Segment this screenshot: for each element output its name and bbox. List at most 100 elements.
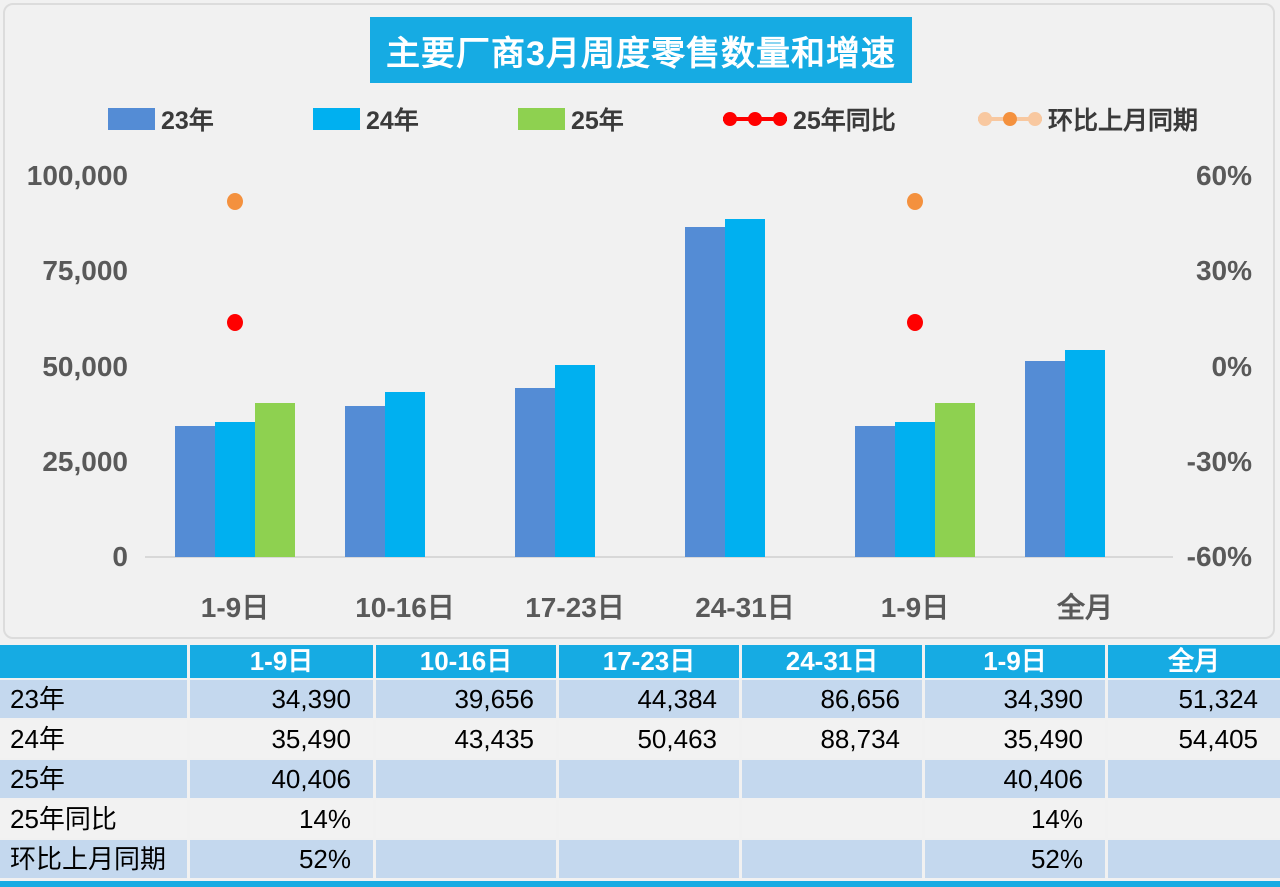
bar-23年-17-23日: [515, 387, 555, 557]
table-cell: 54,405: [1108, 720, 1280, 758]
table-cell: 34,390: [925, 680, 1105, 718]
data-table: 1-9日 10-16日 17-23日 24-31日 1-9日 全月 23年 34,390 39,…: [0, 645, 1280, 887]
scatter-dot-25年同比: [907, 314, 923, 332]
bar-25年-1-9日: [935, 403, 975, 557]
table-row-label: 25年同比: [0, 800, 187, 838]
right-axis-tick-label: 0%: [1211, 350, 1252, 382]
table-cell: 51,324: [1108, 680, 1280, 718]
table-cell: 35,490: [925, 720, 1105, 758]
y-axis-tick-label: 75,000: [42, 255, 128, 287]
chart-title: 主要厂商3月周度零售数量和增速: [370, 17, 912, 83]
table-cell: [1108, 800, 1280, 838]
table-header-cell: [0, 645, 187, 678]
table-row: 25年 40,406 40,406: [0, 760, 1280, 798]
table-row-label: 25年: [0, 760, 187, 798]
table-row: 23年 34,390 39,656 44,384 86,656 34,390 51,324: [0, 680, 1280, 718]
x-axis-category-label: 10-16日: [355, 592, 455, 623]
legend-line-dots-icon: [723, 103, 787, 135]
table-cell: [376, 800, 556, 838]
table-cell: 35,490: [190, 720, 373, 758]
x-axis-category-label: 24-31日: [695, 592, 795, 623]
legend-item-1: 23年: [108, 103, 214, 135]
table-cell: [1108, 840, 1280, 878]
bar-23年-10-16日: [345, 405, 385, 557]
table-cell: 50,463: [559, 720, 739, 758]
table-header-row: 1-9日 10-16日 17-23日 24-31日 1-9日 全月: [0, 645, 1280, 678]
table-cell: [376, 760, 556, 798]
table-header-cell: 24-31日: [742, 645, 922, 678]
table-cell: 52%: [925, 840, 1105, 878]
table-header-cell: 1-9日: [925, 645, 1105, 678]
table-cell: [742, 840, 922, 878]
table-row: 24年 35,490 43,435 50,463 88,734 35,490 54,405: [0, 720, 1280, 758]
legend-item-2: 24年: [313, 103, 419, 135]
table-row-label: 环比上月同期: [0, 840, 187, 878]
bar-24年-全月: [1065, 349, 1105, 557]
legend-dot: [1003, 112, 1017, 126]
bar-23年-24-31日: [685, 226, 725, 557]
legend-item-3: 25年: [518, 103, 624, 135]
bar-23年-1-9日: [855, 425, 895, 557]
table-cell: 39,656: [376, 680, 556, 718]
legend-dot: [1028, 112, 1042, 126]
table-cell: 88,734: [742, 720, 922, 758]
table-cell: 34,390: [190, 680, 373, 718]
legend-dot: [978, 112, 992, 126]
legend-label: 23年: [161, 107, 214, 135]
table-cell: [559, 760, 739, 798]
right-axis-tick-label: -60%: [1186, 541, 1252, 572]
table-row-label: 23年: [0, 680, 187, 718]
table-cell: 40,406: [925, 760, 1105, 798]
table-cell: 43,435: [376, 720, 556, 758]
table-row: 25年同比 14% 14%: [0, 800, 1280, 838]
table-bottom-strip: [0, 881, 1280, 887]
legend-line-dots-icon: [978, 103, 1042, 135]
y-axis-tick-label: 0: [112, 541, 128, 572]
x-axis-category-label: 1-9日: [200, 592, 270, 623]
legend-label: 25年: [571, 107, 624, 135]
table-cell: 14%: [925, 800, 1105, 838]
bar-24年-10-16日: [385, 391, 425, 557]
table-row: 环比上月同期 52% 52%: [0, 840, 1280, 878]
x-axis-category-label: 全月: [1056, 592, 1113, 623]
table-cell: [742, 760, 922, 798]
table-cell: [1108, 760, 1280, 798]
y-axis-tick-label: 25,000: [42, 445, 128, 477]
x-axis-line: [145, 556, 1173, 558]
table-cell: 44,384: [559, 680, 739, 718]
bar-24年-24-31日: [725, 218, 765, 557]
bar-23年-1-9日: [175, 425, 215, 557]
right-axis-tick-label: 30%: [1195, 255, 1252, 287]
legend-item-5: 环比上月同期: [978, 103, 1198, 135]
table-cell: [559, 840, 739, 878]
table-cell: 86,656: [742, 680, 922, 718]
legend-dot: [748, 112, 762, 126]
bar-23年-全月: [1025, 361, 1065, 557]
table-cell: 52%: [190, 840, 373, 878]
right-axis-tick-label: -30%: [1186, 445, 1252, 477]
table-cell: [376, 840, 556, 878]
bar-24年-1-9日: [215, 421, 255, 557]
table-row-label: 24年: [0, 720, 187, 758]
x-axis-category-label: 1-9日: [880, 592, 950, 623]
legend-swatch-icon: [518, 108, 565, 130]
legend-dot: [723, 112, 737, 126]
table-header-cell: 1-9日: [190, 645, 373, 678]
table-cell: [742, 800, 922, 838]
right-axis-tick-label: 60%: [1195, 160, 1252, 191]
table-header-cell: 10-16日: [376, 645, 556, 678]
scatter-dot-环比上月同期: [907, 193, 923, 211]
table-cell: [559, 800, 739, 838]
bar-24年-1-9日: [895, 421, 935, 557]
table-header-cell: 全月: [1108, 645, 1280, 678]
legend-swatch-icon: [108, 108, 155, 130]
legend-dot: [773, 112, 787, 126]
bar-24年-17-23日: [555, 364, 595, 557]
table-header-cell: 17-23日: [559, 645, 739, 678]
legend-label: 24年: [366, 107, 419, 135]
scatter-dot-环比上月同期: [227, 193, 243, 211]
bar-25年-1-9日: [255, 403, 295, 557]
chart-legend: 23年 24年 25年 25年同比 环比上月同期: [0, 103, 1280, 135]
table-cell: 14%: [190, 800, 373, 838]
